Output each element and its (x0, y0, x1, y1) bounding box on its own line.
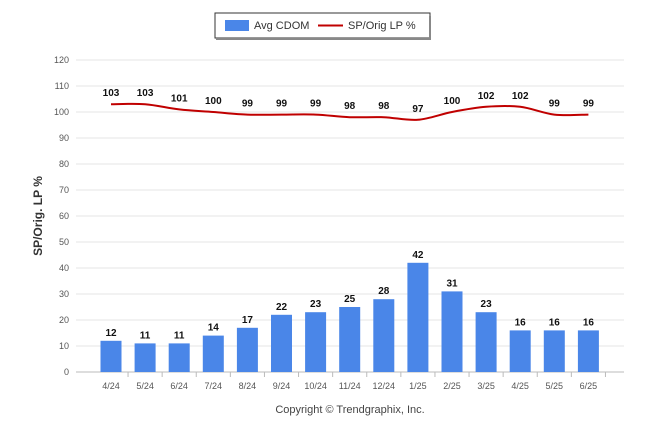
x-tick-label: 10/24 (304, 381, 327, 391)
y-tick-label: 120 (54, 55, 69, 65)
line-series (110, 102, 589, 121)
bar-value-label: 11 (174, 330, 185, 341)
bar (236, 327, 258, 372)
y-tick-label: 40 (59, 263, 69, 273)
y-tick-label: 20 (59, 315, 69, 325)
line-data-labels: 103 103 101 100 99 99 99 98 98 97 100 102 102 99 99 (103, 88, 595, 115)
bar-series (100, 262, 599, 372)
line-value-label: 100 (205, 96, 222, 107)
line-value-label: 103 (103, 88, 120, 99)
x-tick-label: 8/24 (239, 381, 257, 391)
x-tick-label: 5/25 (546, 381, 564, 391)
line-value-label: 97 (412, 104, 424, 115)
y-tick-label: 60 (59, 211, 69, 221)
bar-value-label: 42 (412, 250, 424, 261)
x-tick-label: 5/24 (136, 381, 154, 391)
bar-value-label: 31 (446, 278, 458, 289)
bar-value-label: 16 (515, 317, 527, 328)
y-tick-label: 30 (59, 289, 69, 299)
bar-value-label: 16 (583, 317, 595, 328)
y-tick-label: 80 (59, 159, 69, 169)
bar (271, 314, 292, 372)
bar-value-label: 16 (549, 317, 561, 328)
y-tick-label: 100 (54, 107, 69, 117)
bar (509, 330, 531, 372)
sp-orig-lp-line (110, 102, 589, 121)
bar-value-label: 11 (140, 330, 151, 341)
bar-value-label: 12 (105, 328, 117, 339)
bar-value-label: 25 (344, 294, 356, 305)
x-tick-label: 1/25 (409, 381, 427, 391)
line-value-label: 102 (512, 91, 529, 102)
bar-value-label: 22 (276, 302, 288, 313)
bar-value-label: 28 (378, 286, 390, 297)
bar-value-label: 17 (242, 315, 254, 326)
line-value-label: 99 (583, 99, 595, 110)
y-tick-label: 50 (59, 237, 69, 247)
y-tick-label: 70 (59, 185, 69, 195)
bar (305, 312, 327, 372)
y-axis-ticks: 0 10 20 30 40 50 60 70 80 90 100 110 120 (54, 55, 69, 377)
bar (475, 312, 497, 372)
line-value-label: 98 (378, 101, 390, 112)
line-value-label: 98 (344, 101, 356, 112)
bar (407, 262, 429, 372)
line-value-label: 101 (171, 93, 188, 104)
bar-data-labels: 12 11 11 14 17 22 23 25 28 42 31 23 16 16 16 (105, 250, 594, 342)
x-tick-label: 4/25 (511, 381, 529, 391)
legend-line-label: SP/Orig LP % (348, 20, 416, 32)
x-tick-label: 4/24 (102, 381, 120, 391)
bar (100, 340, 122, 372)
copyright-text: Copyright © Trendgraphix, Inc. (275, 404, 424, 416)
bar (441, 291, 463, 372)
bar (168, 343, 190, 372)
x-tick-label: 7/24 (205, 381, 223, 391)
bar (577, 330, 599, 372)
x-tick-label: 3/25 (477, 381, 495, 391)
x-tick-label: 2/25 (443, 381, 461, 391)
y-tick-label: 110 (55, 81, 69, 91)
bar (202, 335, 224, 372)
gridlines (76, 59, 624, 373)
line-value-label: 100 (444, 96, 461, 107)
bar (373, 299, 395, 372)
bar-value-label: 23 (310, 299, 322, 310)
legend: Avg CDOM SP/Orig LP % (214, 12, 431, 40)
legend-bar-label: Avg CDOM (254, 20, 309, 32)
line-value-label: 103 (137, 88, 154, 99)
bar (134, 343, 156, 372)
x-tick-label: 11/24 (339, 381, 361, 391)
x-tick-label: 6/24 (170, 381, 188, 391)
x-axis-ticks: 4/24 5/24 6/24 7/24 8/24 9/24 10/24 11/24 12/24 1… (102, 372, 606, 391)
line-value-label: 99 (242, 99, 254, 110)
bar-value-label: 14 (208, 323, 220, 334)
line-value-label: 102 (478, 91, 495, 102)
y-tick-label: 90 (59, 133, 69, 143)
bar-value-label: 23 (481, 299, 493, 310)
legend-shadow-bottom (216, 38, 431, 40)
bar (339, 307, 361, 372)
y-axis-title: SP/Orig. LP % (31, 176, 45, 256)
bar (543, 330, 565, 372)
line-value-label: 99 (276, 99, 288, 110)
y-tick-label: 0 (64, 367, 69, 377)
legend-shadow (429, 16, 431, 40)
x-tick-label: 6/25 (580, 381, 598, 391)
y-tick-label: 10 (59, 341, 69, 351)
x-tick-label: 9/24 (273, 381, 291, 391)
line-value-label: 99 (310, 99, 322, 110)
x-tick-label: 12/24 (373, 381, 396, 391)
line-value-label: 99 (549, 99, 561, 110)
legend-bar-swatch (225, 20, 249, 31)
